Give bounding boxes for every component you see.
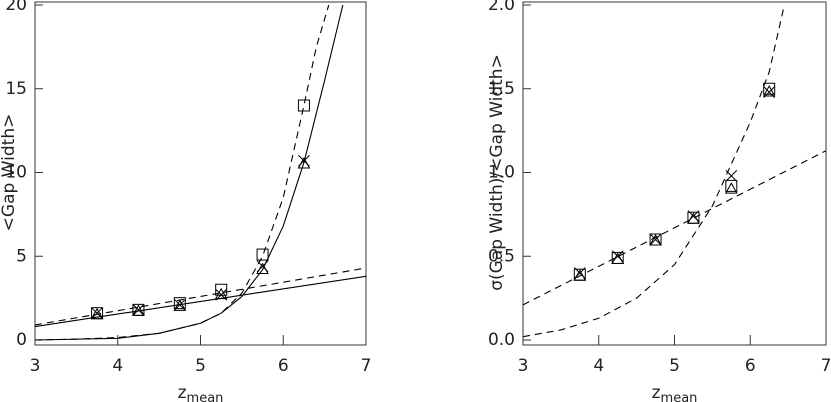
x-tick-label: 5 xyxy=(195,356,206,376)
x-label-sub: mean xyxy=(661,391,698,402)
data-layer xyxy=(35,4,366,341)
cross-marker xyxy=(649,233,662,246)
x-tick-label: 3 xyxy=(30,356,41,376)
x-tick-label: 4 xyxy=(112,356,123,376)
y-tick-label: 1.5 xyxy=(488,79,515,99)
axis-frame xyxy=(34,1,367,346)
triangle-marker xyxy=(762,85,776,97)
x-axis-label: zmean xyxy=(652,383,698,402)
y-tick-label: 5 xyxy=(16,246,27,266)
y-tick-label: 0.0 xyxy=(488,330,515,350)
x-tick-label: 6 xyxy=(278,356,289,376)
cross-marker xyxy=(687,210,700,222)
square-marker xyxy=(297,99,310,112)
plot-area: 3 4 5 6 7 0 5 10 15 20 zmean <Gap Width> xyxy=(0,0,371,402)
y-tick-label: 10 xyxy=(5,163,27,183)
x-tick-label: 5 xyxy=(669,356,680,376)
x-label-main: z xyxy=(652,383,661,402)
cross-marker xyxy=(573,267,586,279)
x-tick-label: 6 xyxy=(745,356,756,376)
square-marker xyxy=(173,297,186,310)
y-tick-label: 0.5 xyxy=(488,246,515,266)
y-tick-label: 15 xyxy=(5,79,27,99)
y-tick-label: 0 xyxy=(16,330,27,350)
y-axis-label: σ(Gap Width)/<Gap Width> xyxy=(487,54,507,291)
plot-area: 3 4 5 6 7 0.0 0.5 1.0 1.5 2.0 zmean σ(Gap Width)/<G… xyxy=(487,0,831,402)
x-tick-label: 3 xyxy=(518,356,529,376)
cross-marker xyxy=(763,86,776,98)
data-layer xyxy=(523,4,826,338)
triangle-marker xyxy=(724,182,738,194)
cross-marker xyxy=(611,250,624,263)
x-tick-label: 7 xyxy=(361,356,372,376)
square-marker xyxy=(256,248,269,261)
y-axis-label: <Gap Width> xyxy=(0,114,19,232)
fit-curve xyxy=(35,267,366,326)
x-label-sub: mean xyxy=(187,391,224,402)
triangle-marker xyxy=(573,269,587,281)
triangle-marker xyxy=(687,212,700,224)
fit-curve xyxy=(523,150,826,306)
y-tick-label: 20 xyxy=(5,0,27,15)
x-tick-label: 7 xyxy=(821,356,831,376)
fit-curve xyxy=(35,4,344,341)
x-tick-label: 4 xyxy=(593,356,604,376)
fit-curve xyxy=(523,4,785,338)
fit-curve xyxy=(35,275,366,328)
triangle-marker xyxy=(649,234,662,246)
square-marker xyxy=(763,82,776,95)
y-tick-label: 1.0 xyxy=(488,163,515,183)
y-tick-label: 2.0 xyxy=(488,0,515,15)
square-marker xyxy=(725,179,738,192)
x-label-main: z xyxy=(178,383,187,402)
x-axis-label: zmean xyxy=(178,383,224,402)
fit-curve xyxy=(35,4,330,341)
